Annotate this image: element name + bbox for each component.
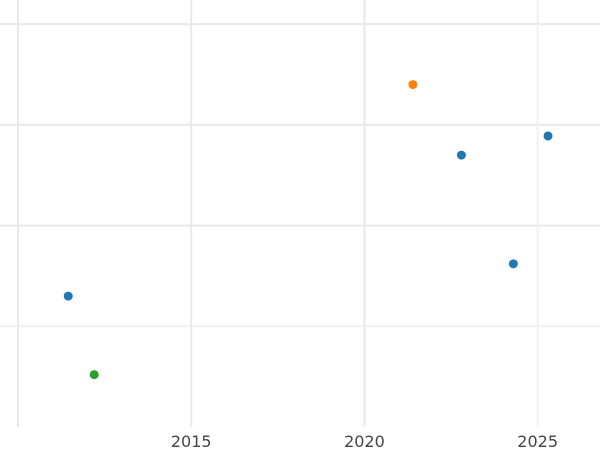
x-tick-label: 2020 [344, 432, 385, 450]
data-point [408, 80, 418, 90]
x-tick-label: 2025 [517, 432, 558, 450]
x-tick-label: 2015 [171, 432, 212, 450]
data-point [543, 131, 553, 141]
x-axis-ticks: 2015 2020 2025 [171, 432, 558, 450]
data-points [63, 80, 553, 380]
data-point [508, 259, 518, 269]
data-point [63, 291, 73, 301]
data-point [89, 370, 99, 380]
data-point [456, 150, 466, 160]
grid [0, 0, 600, 427]
